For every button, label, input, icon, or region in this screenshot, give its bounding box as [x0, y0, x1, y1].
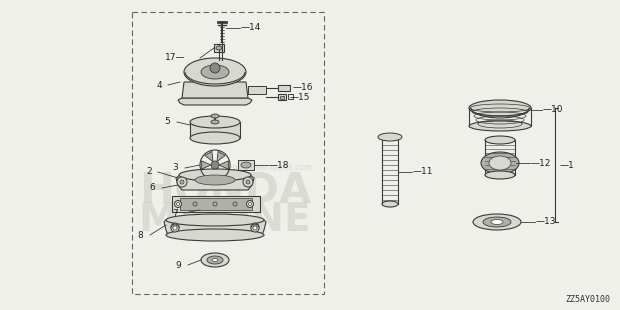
Ellipse shape — [469, 121, 531, 131]
Ellipse shape — [473, 214, 521, 230]
Text: 3: 3 — [172, 163, 178, 172]
Text: —15: —15 — [290, 92, 311, 101]
Ellipse shape — [241, 162, 251, 168]
Bar — [278, 94, 286, 100]
Ellipse shape — [485, 136, 515, 144]
Text: 2: 2 — [146, 167, 152, 176]
Bar — [248, 86, 266, 94]
Polygon shape — [205, 168, 213, 179]
Text: 8: 8 — [137, 231, 143, 240]
Ellipse shape — [166, 229, 264, 241]
Polygon shape — [205, 151, 213, 162]
Text: —11: —11 — [413, 167, 433, 176]
Polygon shape — [217, 168, 225, 179]
Text: —13: —13 — [536, 218, 557, 227]
Circle shape — [251, 224, 259, 232]
Ellipse shape — [483, 217, 511, 227]
Ellipse shape — [212, 259, 218, 262]
Ellipse shape — [382, 134, 398, 140]
Text: 9: 9 — [175, 260, 181, 269]
Circle shape — [210, 63, 220, 73]
Ellipse shape — [179, 169, 251, 181]
Text: 7: 7 — [172, 209, 178, 218]
Circle shape — [243, 177, 253, 187]
Bar — [278, 85, 290, 91]
Text: —14: —14 — [241, 24, 262, 33]
Ellipse shape — [491, 219, 503, 224]
Ellipse shape — [489, 156, 511, 170]
Ellipse shape — [378, 133, 402, 141]
Text: 4: 4 — [156, 81, 162, 90]
Polygon shape — [182, 82, 248, 98]
Ellipse shape — [190, 116, 240, 128]
Ellipse shape — [216, 46, 222, 50]
Circle shape — [247, 201, 254, 207]
Polygon shape — [164, 220, 266, 235]
Circle shape — [173, 226, 177, 230]
Polygon shape — [176, 175, 254, 190]
Bar — [288, 94, 293, 99]
Circle shape — [253, 226, 257, 230]
Ellipse shape — [382, 201, 398, 207]
Circle shape — [177, 202, 180, 206]
Bar — [214, 44, 224, 52]
Circle shape — [174, 201, 182, 207]
Circle shape — [249, 202, 252, 206]
Bar — [132, 12, 324, 294]
Text: 6: 6 — [149, 184, 155, 193]
Polygon shape — [178, 98, 252, 105]
Bar — [172, 196, 260, 212]
Ellipse shape — [469, 100, 531, 116]
Ellipse shape — [201, 253, 229, 267]
Ellipse shape — [190, 132, 240, 144]
Ellipse shape — [211, 120, 219, 124]
Ellipse shape — [211, 114, 219, 118]
Ellipse shape — [481, 152, 519, 174]
Circle shape — [180, 180, 184, 184]
Text: eReplacementparts.com: eReplacementparts.com — [218, 163, 312, 172]
Text: —10: —10 — [543, 105, 564, 114]
Polygon shape — [217, 151, 225, 162]
Ellipse shape — [207, 256, 223, 264]
Text: —18: —18 — [269, 161, 290, 170]
Ellipse shape — [195, 175, 235, 185]
Text: MARINE: MARINE — [139, 201, 311, 239]
Ellipse shape — [184, 58, 246, 86]
Circle shape — [246, 180, 250, 184]
Circle shape — [211, 161, 219, 169]
Circle shape — [253, 225, 257, 229]
Text: —16: —16 — [293, 83, 314, 92]
Circle shape — [251, 223, 259, 231]
Bar — [238, 160, 254, 170]
Polygon shape — [202, 161, 211, 169]
Ellipse shape — [485, 171, 515, 179]
Circle shape — [177, 177, 187, 187]
Circle shape — [171, 223, 179, 231]
Bar — [180, 198, 252, 210]
Text: HONDA: HONDA — [139, 171, 311, 213]
Bar — [280, 96, 284, 99]
Text: 17—: 17— — [164, 54, 185, 63]
Ellipse shape — [201, 65, 229, 79]
Circle shape — [173, 225, 177, 229]
Text: 5: 5 — [164, 117, 170, 126]
Text: —1: —1 — [560, 161, 575, 170]
Circle shape — [171, 224, 179, 232]
Ellipse shape — [166, 214, 264, 226]
Polygon shape — [219, 161, 228, 169]
Text: —12: —12 — [531, 158, 551, 167]
Text: ZZ5AY0100: ZZ5AY0100 — [565, 295, 610, 304]
Polygon shape — [190, 122, 240, 138]
